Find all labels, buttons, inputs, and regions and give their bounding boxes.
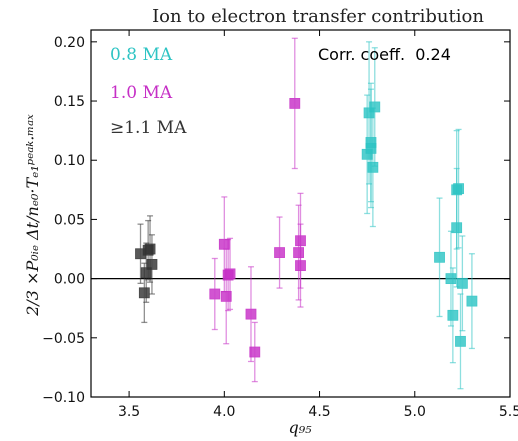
data-point-1-0-ma (295, 223, 306, 308)
marker-square (295, 260, 306, 271)
marker-square (209, 288, 221, 300)
marker-square (367, 161, 379, 173)
marker-square (445, 273, 457, 285)
legend: 0.8 MA 1.0 MA ≥1.1 MA (110, 45, 187, 138)
data-point-1-1-ma (135, 223, 146, 284)
marker-square (466, 295, 478, 307)
data-point-1-0-ma (249, 321, 261, 383)
data-point-1-0-ma (274, 216, 285, 289)
correlation-annotation: Corr. coeff. 0.24 (318, 45, 451, 64)
y-tick-label: 0.00 (54, 272, 85, 288)
marker-square (220, 290, 232, 302)
marker-square (245, 308, 257, 320)
x-tick-label: 4.0 (213, 404, 235, 420)
x-tick-label: 3.5 (118, 404, 140, 420)
y-tick-label: −0.10 (42, 390, 85, 406)
marker-square (144, 243, 156, 255)
x-tick-label: 5.0 (404, 404, 426, 420)
marker-square (289, 98, 301, 109)
marker-square (146, 259, 158, 270)
marker-square (456, 277, 468, 289)
legend-entry-2: ≥1.1 MA (110, 118, 187, 138)
y-tick-label: −0.05 (42, 331, 85, 347)
y-axis-label: 2/3 ×P₀ᵢₑ Δt/nₑ₀·Tₑ₁ᵖᵉᵃᵏ·ᵐᵃˣ (23, 114, 42, 317)
data-point-0-8-ma (466, 253, 478, 350)
x-tick-label: 4.5 (308, 404, 330, 420)
x-axis-label: q₉₅ (288, 418, 312, 437)
data-point-1-0-ma (209, 257, 221, 331)
y-tick-label: 0.15 (54, 94, 85, 110)
marker-square (138, 287, 150, 299)
data-point-0-8-ma (447, 267, 459, 364)
data-point-0-8-ma (453, 128, 464, 249)
marker-square (224, 268, 236, 280)
plot-layer (91, 37, 510, 390)
data-point-1-1-ma (146, 234, 158, 295)
legend-entry-1: 1.0 MA (110, 83, 173, 103)
data-point-1-0-ma (289, 37, 301, 170)
x-tick-label: 5.5 (499, 404, 518, 420)
marker-square (365, 137, 377, 148)
marker-square (434, 251, 445, 263)
data-point-0-8-ma (456, 235, 468, 332)
marker-square (447, 309, 459, 321)
chart-title: Ion to electron transfer contribution (152, 6, 484, 27)
marker-square (363, 107, 375, 119)
marker-square (453, 183, 464, 195)
marker-square (140, 267, 152, 279)
data-point-1-0-ma (245, 266, 257, 363)
marker-square (249, 346, 261, 358)
data-point-0-8-ma (369, 47, 381, 167)
axis-ticks: 3.5 4.0 4.5 5.0 5.5 −0.10 −0.05 0.00 0.05 0.10 0.1… (42, 30, 518, 420)
marker-square (369, 101, 381, 113)
data-point-0-8-ma (434, 197, 445, 318)
marker-square (274, 247, 285, 258)
marker-square (293, 247, 304, 258)
y-tick-label: 0.20 (54, 35, 85, 51)
data-point-1-0-ma (224, 237, 236, 311)
marker-square (455, 335, 466, 347)
y-tick-label: 0.10 (54, 153, 85, 169)
legend-entry-0: 0.8 MA (110, 45, 173, 65)
y-tick-label: 0.05 (54, 212, 85, 228)
data-point-0-8-ma (367, 107, 379, 228)
